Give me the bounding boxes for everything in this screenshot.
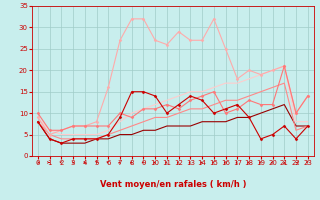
X-axis label: Vent moyen/en rafales ( km/h ): Vent moyen/en rafales ( km/h ) — [100, 180, 246, 189]
